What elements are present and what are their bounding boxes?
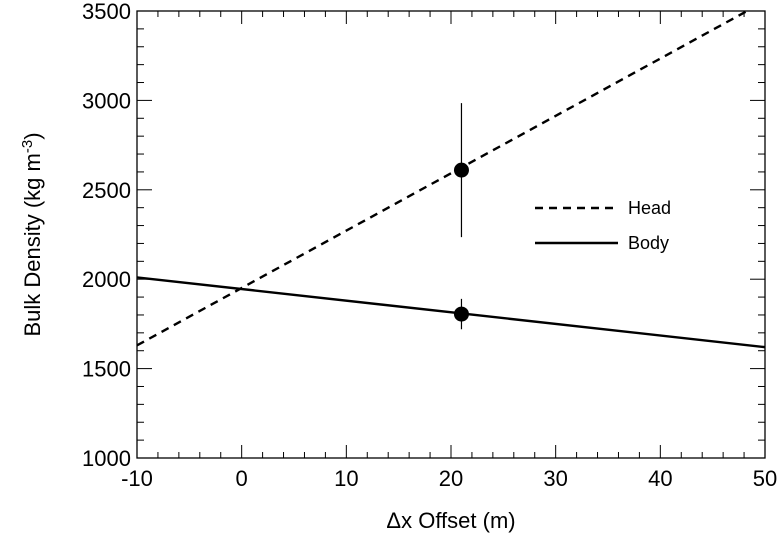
y-axis-label-close: ): [20, 132, 45, 139]
y-axis-label-superscript: -3: [19, 140, 36, 153]
axis-ticks: [136, 10, 766, 459]
series-lines: [137, 11, 765, 349]
tick-labels: -10 0 10 20 30 40 50 1000 1500 2000 2500 3000 3500: [82, 0, 777, 491]
y-tick-label: 3500: [82, 0, 131, 24]
plot-frame: [136, 10, 766, 459]
y-axis-label-main: Bulk Density (kg m: [20, 153, 45, 336]
y-tick-label: 1000: [82, 446, 131, 471]
x-tick-label: 30: [543, 466, 567, 491]
x-tick-label: 40: [648, 466, 672, 491]
x-tick-label: 50: [753, 466, 777, 491]
x-tick-label: -10: [121, 466, 153, 491]
y-tick-label: 3000: [82, 88, 131, 113]
series-line-body: [137, 276, 765, 349]
plot-frame-rect: [136, 10, 766, 459]
series-line-head: [137, 11, 750, 347]
legend-label-body: Body: [628, 233, 669, 253]
y-axis-label: Bulk Density (kg m-3): [19, 132, 46, 336]
y-tick-label: 1500: [82, 357, 131, 382]
data-points: [453, 103, 469, 330]
y-tick-label: 2000: [82, 267, 131, 292]
x-tick-label: 10: [334, 466, 358, 491]
y-tick-label: 2500: [82, 178, 131, 203]
x-tick-label: 0: [236, 466, 248, 491]
x-tick-label: 20: [439, 466, 463, 491]
data-point-head: [453, 162, 469, 178]
legend-label-head: Head: [628, 198, 671, 218]
data-point-body: [453, 306, 469, 322]
x-axis-label: Δx Offset (m): [386, 508, 515, 533]
legend: Head Body: [535, 198, 671, 253]
